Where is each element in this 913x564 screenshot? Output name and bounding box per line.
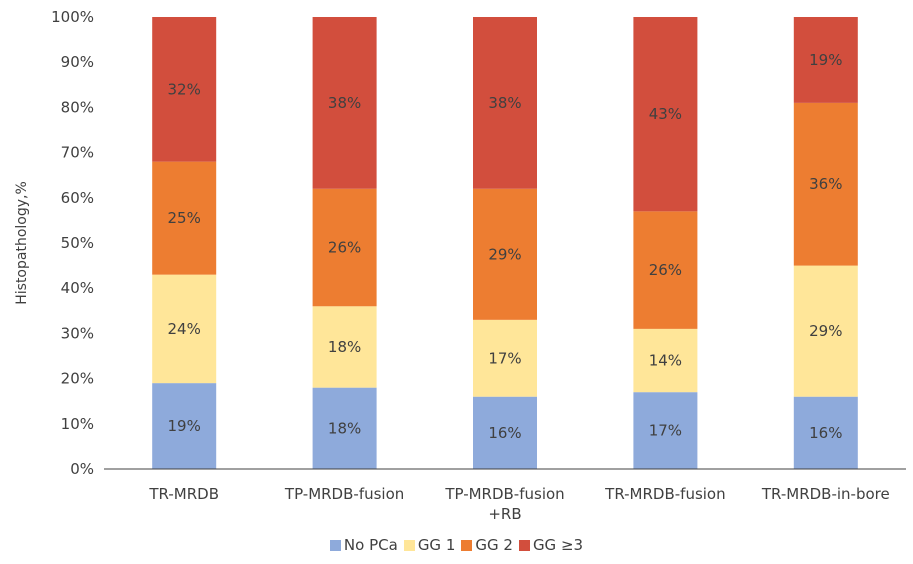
data-label: 18% (328, 419, 361, 437)
data-label: 29% (809, 322, 842, 340)
data-label: 14% (649, 352, 682, 370)
data-label: 26% (649, 261, 682, 279)
bar-segment (633, 328, 698, 393)
bar-segment (473, 396, 537, 469)
data-label: 29% (488, 245, 521, 263)
data-label: 26% (328, 239, 361, 257)
legend-item: GG 1 (403, 536, 456, 554)
x-category-label: TR-MRDB-in-bore (761, 485, 890, 503)
y-tick-label: 100% (51, 8, 94, 26)
data-label: 19% (168, 417, 201, 435)
bar-segment (473, 17, 537, 189)
bar-segment (633, 211, 698, 329)
y-tick-label: 50% (61, 234, 94, 252)
bar-segment (633, 17, 698, 212)
y-tick-label: 60% (61, 189, 94, 207)
legend-swatch (518, 540, 530, 551)
data-label: 19% (809, 51, 842, 69)
bar-segment (312, 188, 377, 307)
y-tick-label: 80% (61, 98, 94, 116)
x-category-label: TR-MRDB-fusion (604, 485, 725, 503)
data-label: 38% (488, 94, 521, 112)
y-tick-label: 20% (61, 370, 94, 388)
data-label: 17% (488, 349, 521, 367)
legend-item: GG ≥3 (518, 536, 584, 554)
bar-segment (152, 161, 217, 275)
bar-segment (152, 383, 217, 469)
data-label: 16% (809, 424, 842, 442)
x-category-label: TR-MRDB (148, 485, 219, 503)
legend-swatch (403, 540, 415, 551)
data-label: 38% (328, 94, 361, 112)
data-label: 17% (649, 422, 682, 440)
x-axis-categories: TR-MRDB TP-MRDB-fusion TP-MRDB-fusion +RB TR… (148, 485, 889, 523)
bar-segment (793, 265, 858, 397)
y-tick-label: 90% (61, 53, 94, 71)
data-label: 36% (809, 175, 842, 193)
x-category-label: TP-MRDB-fusion (284, 485, 404, 503)
bar-segment (473, 188, 537, 320)
bar-segment (152, 274, 217, 384)
bar-segment (793, 17, 858, 103)
bar-segments (152, 17, 858, 469)
legend-label: No PCa (343, 536, 398, 554)
data-label: 24% (168, 320, 201, 338)
bar-segment (312, 17, 377, 189)
legend: No PCa GG 1 GG 2 GG ≥3 (0, 536, 913, 554)
data-label: 18% (328, 338, 361, 356)
data-label: 32% (168, 80, 201, 98)
bar-segment (152, 17, 217, 162)
bar-segment (633, 392, 698, 469)
bar-segment (473, 319, 537, 397)
legend-label: GG 1 (417, 536, 456, 554)
legend-label: GG 2 (475, 536, 513, 554)
y-tick-label: 0% (70, 460, 94, 478)
data-label: 43% (649, 105, 682, 123)
data-label: 25% (168, 209, 201, 227)
bar-segment (312, 306, 377, 388)
bar-segment (793, 102, 858, 266)
bar-segment (312, 387, 377, 469)
y-axis-label: Histopathology,% (14, 181, 30, 305)
y-tick-label: 30% (61, 324, 94, 342)
y-tick-label: 40% (61, 279, 94, 297)
legend-swatch (461, 540, 473, 551)
y-tick-label: 70% (61, 144, 94, 162)
x-category-label: TP-MRDB-fusion +RB (444, 485, 564, 523)
y-tick-label: 10% (61, 415, 94, 433)
data-labels: 19% 24% 25% 32% 18% 18% 26% 38% 16% 17% 29% 38% 17% 1… (168, 51, 843, 442)
y-axis-ticks: 0% 10% 20% 30% 40% 50% 60% 70% 80% 90% 100% (51, 8, 94, 478)
legend-item: GG 2 (461, 536, 513, 554)
legend-label: GG ≥3 (532, 536, 584, 554)
data-label: 16% (488, 424, 521, 442)
legend-item: No PCa (329, 536, 398, 554)
bar-segment (793, 396, 858, 469)
legend-swatch (329, 540, 341, 551)
